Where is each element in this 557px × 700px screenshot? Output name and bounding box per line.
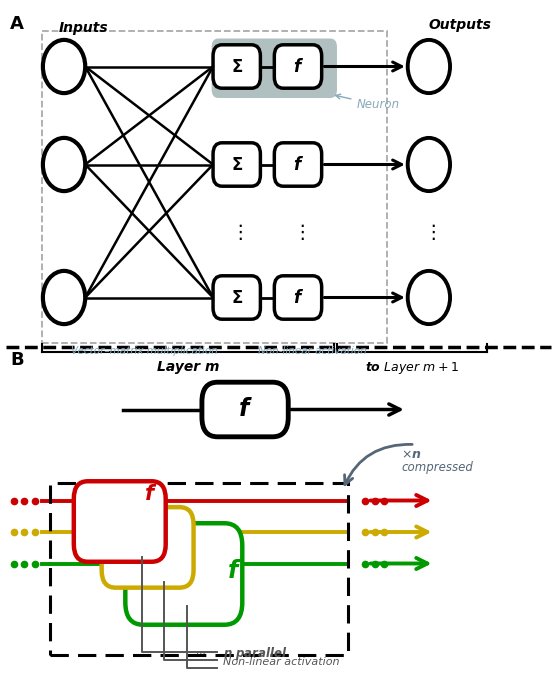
Bar [50,483,348,654]
Text: Inputs: Inputs [58,21,108,35]
Text: Vector–matrix multiplication: Vector–matrix multiplication [71,346,218,356]
Text: $\vdots$: $\vdots$ [231,223,243,242]
FancyBboxPatch shape [275,276,322,319]
Circle shape [43,271,85,324]
FancyBboxPatch shape [275,143,322,186]
FancyBboxPatch shape [74,482,166,561]
Text: Non-linear activation: Non-linear activation [223,657,339,666]
Circle shape [408,138,450,191]
Text: $\boldsymbol{f}$: $\boldsymbol{f}$ [292,155,304,174]
Text: $\times\boldsymbol{n}$: $\times\boldsymbol{n}$ [401,448,422,461]
Text: $\boldsymbol{f}$: $\boldsymbol{f}$ [238,398,252,421]
Text: $\boldsymbol{f}$: $\boldsymbol{f}$ [144,484,157,503]
FancyBboxPatch shape [213,276,261,319]
Text: B: B [10,351,23,370]
Text: $\cdots$: $\cdots$ [195,648,206,657]
Text: $\vdots$: $\vdots$ [292,223,304,242]
Text: A: A [10,15,24,34]
Text: $\boldsymbol{f}$: $\boldsymbol{f}$ [292,57,304,76]
Text: to $\mathit{Layer\ m+1}$: to $\mathit{Layer\ m+1}$ [365,360,459,377]
Text: compressed: compressed [401,461,473,474]
Circle shape [43,40,85,93]
Circle shape [408,271,450,324]
Text: Non-linear activation: Non-linear activation [257,346,367,356]
FancyBboxPatch shape [213,45,261,88]
Text: $\mathbf{\Sigma}$: $\mathbf{\Sigma}$ [231,155,243,174]
Text: $\boldsymbol{n}$ parallel: $\boldsymbol{n}$ parallel [223,645,287,662]
Text: $\vdots$: $\vdots$ [423,223,435,242]
Circle shape [43,138,85,191]
Text: $\boldsymbol{f}$: $\boldsymbol{f}$ [227,559,241,582]
Text: $\mathbf{\Sigma}$: $\mathbf{\Sigma}$ [231,57,243,76]
FancyBboxPatch shape [213,143,261,186]
Text: Neuron: Neuron [336,94,399,111]
Text: $\boldsymbol{f}$: $\boldsymbol{f}$ [292,288,304,307]
Bar [42,32,387,343]
Circle shape [408,40,450,93]
FancyBboxPatch shape [212,38,337,98]
Text: $\mathbf{\Sigma}$: $\mathbf{\Sigma}$ [231,288,243,307]
FancyBboxPatch shape [202,382,289,437]
Text: Layer m: Layer m [157,360,219,374]
Text: Outputs: Outputs [428,18,491,32]
FancyBboxPatch shape [125,524,242,624]
FancyBboxPatch shape [102,507,194,588]
FancyBboxPatch shape [275,45,322,88]
